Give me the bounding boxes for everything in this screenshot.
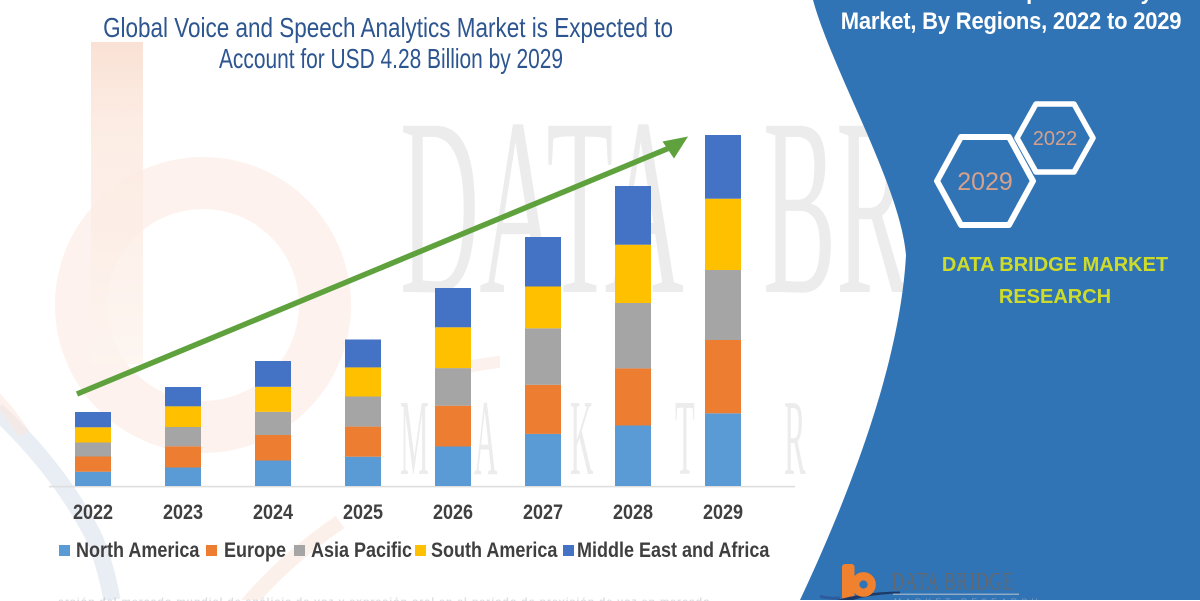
svg-text:Account for USD 4.28 Billion b: Account for USD 4.28 Billion by 2029 <box>219 44 563 74</box>
svg-text:Market, By Regions, 2022 to 20: Market, By Regions, 2022 to 2029 <box>841 7 1182 34</box>
svg-text:2022: 2022 <box>1033 128 1078 150</box>
svg-text:Global Voice and Speech Analyt: Global Voice and Speech Analytics Market… <box>103 13 673 44</box>
svg-text:M: M <box>400 379 429 498</box>
svg-text:MARKET RESEARCH: MARKET RESEARCH <box>894 597 1042 601</box>
svg-text:Global Voice and Speech Analyt: Global Voice and Speech Analytics <box>832 0 1189 4</box>
svg-text:R: R <box>784 379 806 498</box>
svg-text:2029: 2029 <box>957 168 1013 196</box>
svg-text:DATA BRIDGE: DATA BRIDGE <box>892 567 1015 595</box>
svg-text:T: T <box>675 379 695 498</box>
svg-text:A: A <box>474 379 497 498</box>
svg-text:K: K <box>570 379 593 498</box>
